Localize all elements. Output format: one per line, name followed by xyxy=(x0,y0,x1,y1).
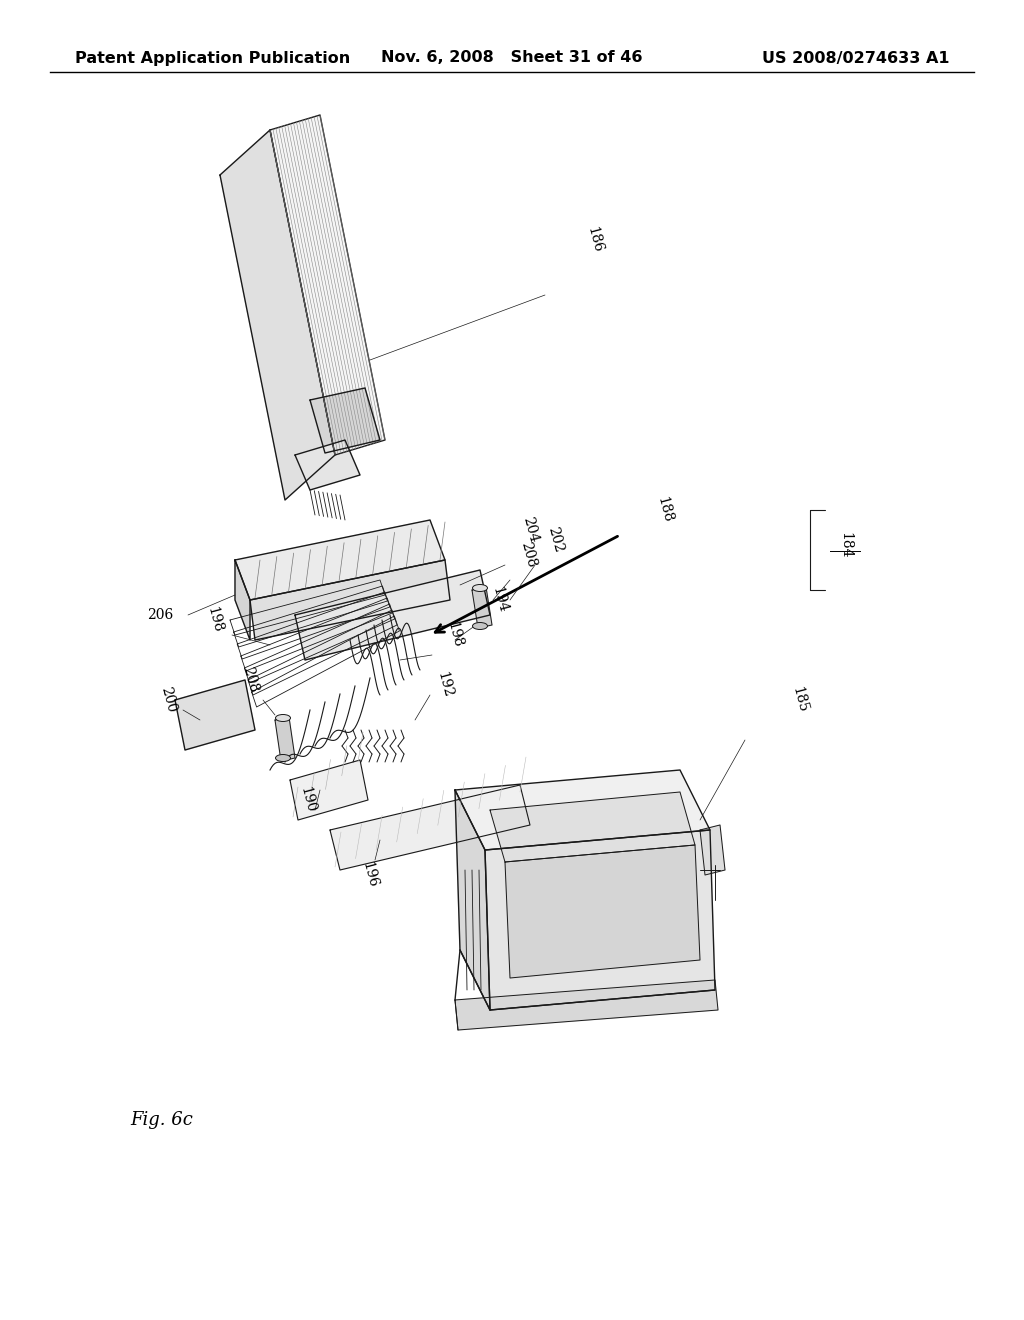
Polygon shape xyxy=(310,388,380,453)
Text: 185: 185 xyxy=(790,685,810,714)
Polygon shape xyxy=(455,789,490,1010)
Polygon shape xyxy=(485,830,715,1010)
Text: 184: 184 xyxy=(838,532,852,558)
Ellipse shape xyxy=(472,623,487,630)
Polygon shape xyxy=(490,792,695,862)
Text: 198: 198 xyxy=(205,606,225,635)
Text: 186: 186 xyxy=(585,226,605,255)
Text: Fig. 6c: Fig. 6c xyxy=(130,1111,193,1129)
Polygon shape xyxy=(250,560,450,640)
Polygon shape xyxy=(455,770,710,850)
Text: 190: 190 xyxy=(298,785,318,814)
Polygon shape xyxy=(290,760,368,820)
Text: 192: 192 xyxy=(435,671,456,700)
Text: 206: 206 xyxy=(146,609,173,622)
Text: 196: 196 xyxy=(359,861,380,890)
Text: 198: 198 xyxy=(444,620,465,649)
Polygon shape xyxy=(234,520,445,601)
Text: Patent Application Publication: Patent Application Publication xyxy=(75,50,350,66)
Polygon shape xyxy=(275,717,295,762)
Polygon shape xyxy=(700,825,725,875)
Polygon shape xyxy=(234,560,250,640)
Text: 194: 194 xyxy=(489,585,510,615)
Text: 208: 208 xyxy=(518,540,539,569)
Ellipse shape xyxy=(275,755,291,762)
Text: 200: 200 xyxy=(158,685,178,714)
Polygon shape xyxy=(295,440,360,490)
Text: 204: 204 xyxy=(520,515,541,545)
Polygon shape xyxy=(270,115,385,455)
Text: US 2008/0274633 A1: US 2008/0274633 A1 xyxy=(763,50,950,66)
Text: 188: 188 xyxy=(654,495,675,524)
Polygon shape xyxy=(472,587,492,628)
Polygon shape xyxy=(505,845,700,978)
Text: 208: 208 xyxy=(240,665,260,694)
Text: 202: 202 xyxy=(545,525,565,554)
Ellipse shape xyxy=(472,585,487,591)
Polygon shape xyxy=(330,785,530,870)
Polygon shape xyxy=(455,979,718,1030)
Text: Nov. 6, 2008   Sheet 31 of 46: Nov. 6, 2008 Sheet 31 of 46 xyxy=(381,50,643,66)
Polygon shape xyxy=(295,570,490,660)
Polygon shape xyxy=(220,129,335,500)
Polygon shape xyxy=(175,680,255,750)
Ellipse shape xyxy=(275,714,291,722)
